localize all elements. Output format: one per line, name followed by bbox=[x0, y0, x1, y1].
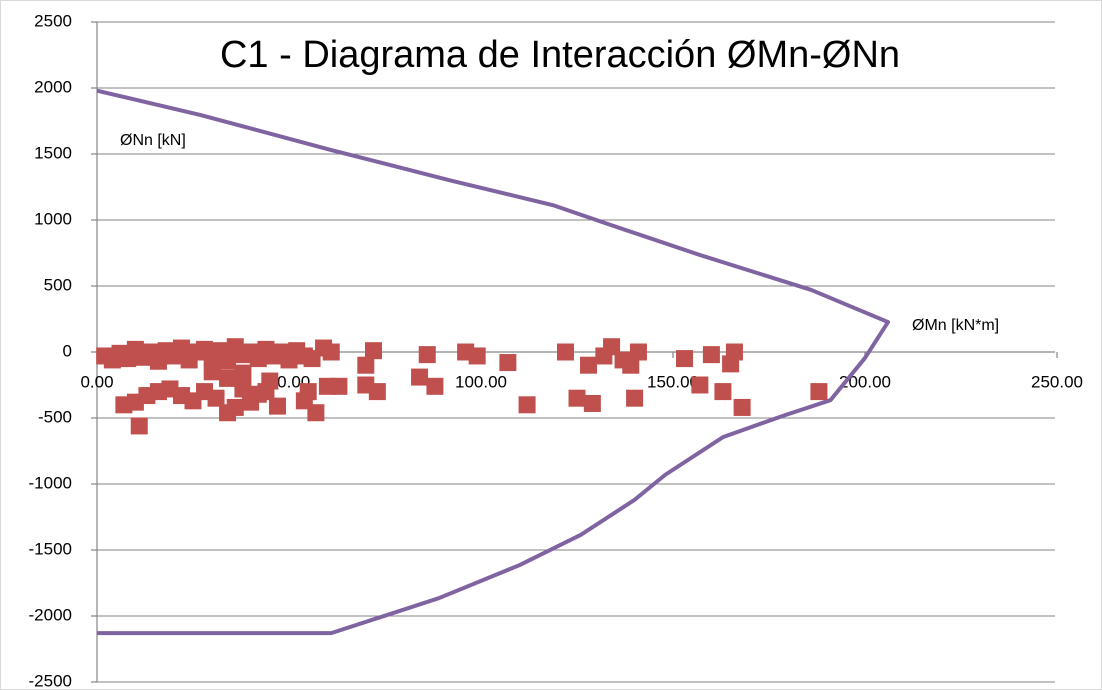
x-tick-label: 200.00 bbox=[839, 372, 891, 391]
y-tick-label: -1500 bbox=[29, 539, 72, 558]
data-point bbox=[261, 372, 279, 390]
x-tick-label: 250.00 bbox=[1031, 372, 1083, 391]
x-tick-label: 150.00 bbox=[647, 372, 699, 391]
data-point bbox=[691, 376, 709, 394]
data-point bbox=[810, 383, 828, 401]
data-point bbox=[234, 364, 252, 382]
chart-title: C1 - Diagrama de Interacción ØMn-ØNn bbox=[220, 34, 900, 76]
data-point bbox=[411, 368, 429, 386]
x-axis-label: ØMn [kN*m] bbox=[912, 317, 999, 334]
data-point bbox=[518, 396, 536, 414]
y-tick-label: 2000 bbox=[34, 77, 72, 96]
y-tick-label: -1000 bbox=[29, 473, 72, 492]
data-point bbox=[203, 363, 221, 381]
data-point bbox=[426, 377, 444, 395]
data-point bbox=[629, 343, 647, 361]
y-tick-label: 1000 bbox=[34, 209, 72, 228]
y-tick-label: 0 bbox=[63, 341, 72, 360]
data-point bbox=[207, 389, 225, 407]
y-tick-label: -2500 bbox=[29, 671, 72, 690]
data-point bbox=[580, 356, 598, 374]
data-point bbox=[568, 389, 586, 407]
y-tick-label: 1500 bbox=[34, 143, 72, 162]
data-point bbox=[330, 377, 348, 395]
data-point bbox=[357, 356, 375, 374]
data-point bbox=[622, 356, 640, 374]
data-point bbox=[714, 383, 732, 401]
data-point bbox=[368, 383, 386, 401]
data-point bbox=[556, 343, 574, 361]
y-tick-label: -2000 bbox=[29, 605, 72, 624]
data-point bbox=[219, 369, 237, 387]
y-axis-label: ØNn [kN] bbox=[120, 132, 186, 149]
data-point bbox=[268, 397, 286, 415]
data-point bbox=[725, 343, 743, 361]
x-tick-label: 50.00 bbox=[268, 372, 311, 391]
x-tick-label: 100.00 bbox=[455, 372, 507, 391]
data-point bbox=[322, 343, 340, 361]
data-point bbox=[364, 342, 382, 360]
data-point bbox=[499, 354, 517, 372]
data-point bbox=[418, 346, 436, 364]
data-point bbox=[219, 352, 237, 370]
data-point bbox=[468, 347, 486, 365]
data-point bbox=[583, 394, 601, 412]
y-tick-label: 500 bbox=[44, 275, 72, 294]
data-point bbox=[676, 350, 694, 368]
y-tick-label: -500 bbox=[38, 407, 72, 426]
data-point bbox=[603, 338, 621, 356]
y-tick-label: 2500 bbox=[34, 11, 72, 30]
x-tick-label: 0.00 bbox=[80, 372, 113, 391]
interaction-curve bbox=[96, 88, 891, 636]
data-point bbox=[702, 346, 720, 364]
data-point bbox=[234, 380, 252, 398]
data-point bbox=[299, 383, 317, 401]
data-point bbox=[130, 417, 148, 435]
data-point bbox=[226, 398, 244, 416]
data-point bbox=[626, 389, 644, 407]
data-point bbox=[307, 404, 325, 422]
data-point bbox=[733, 398, 751, 416]
